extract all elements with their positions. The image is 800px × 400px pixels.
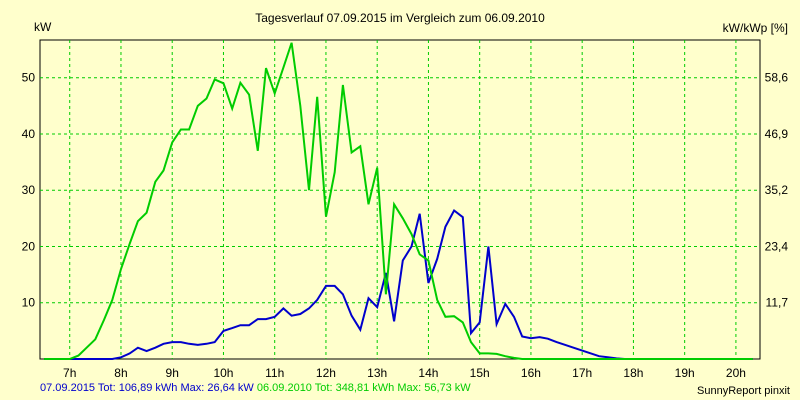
x-tick-label: 17h [572,366,592,380]
x-tick-label: 8h [114,366,127,380]
x-tick-label: 18h [623,366,643,380]
x-tick-label: 10h [213,366,233,380]
x-tick-label: 14h [418,366,438,380]
x-tick-label: 11h [265,366,284,380]
y-tick-label-right: 58,6 [765,71,789,85]
y-tick-label-left: 50 [22,71,36,85]
axis-ticks: 7h 8h 9h 10h 11h 12h 13h 14h 15h 16h 17h 18h 19h 20h 1… [22,71,789,380]
series-line-2010 [44,42,753,360]
x-tick-label: 19h [675,366,695,380]
chart-title: Tagesverlauf 07.09.2015 im Vergleich zum… [255,11,545,25]
y-axis-label-right: kW/kWp [%] [722,21,788,35]
y-tick-label-left: 30 [22,183,36,197]
y-tick-label-right: 46,9 [765,127,789,141]
x-tick-label: 7h [63,366,76,380]
y-tick-label-right: 23,4 [765,239,789,253]
series-lines [44,42,753,360]
legend-2010: 06.09.2010 Tot: 348,81 kWh Max: 56,73 kW [256,382,471,394]
x-tick-label: 12h [316,366,336,380]
y-axis-label-left: kW [34,20,52,34]
x-tick-label: 9h [166,366,179,380]
x-tick-label: 16h [521,366,541,380]
x-tick-label: 13h [367,366,387,380]
x-tick-label: 20h [726,366,746,380]
x-tick-label: 15h [470,366,490,380]
y-tick-label-left: 20 [22,239,36,253]
plot-area [39,39,761,360]
y-tick-label-right: 11,7 [766,296,789,310]
y-tick-label-right: 35,2 [765,183,789,197]
y-tick-label-left: 10 [22,296,36,310]
y-tick-label-left: 40 [22,127,36,141]
legend-footer: 07.09.2015 Tot: 106,89 kWh Max: 26,64 kW… [40,382,471,394]
legend-2015: 07.09.2015 Tot: 106,89 kWh Max: 26,64 kW [40,382,254,394]
credit-text: SunnyReport pinxit [697,385,790,397]
